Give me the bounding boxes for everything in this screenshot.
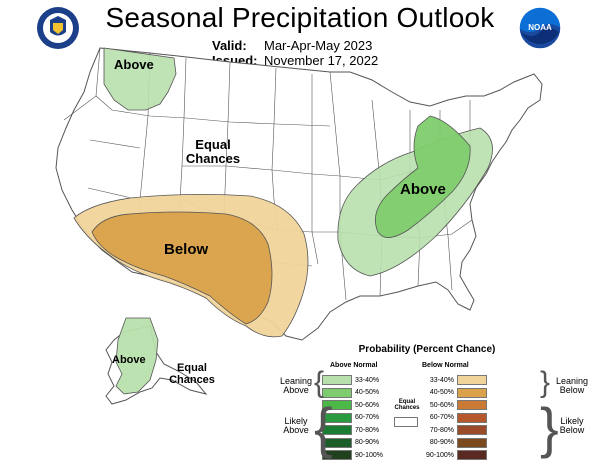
legend-below-swatch [457,437,487,448]
valid-line: Valid: Mar-Apr-May 2023 [212,38,372,53]
legend-below-swatch [457,425,487,435]
legend-above-row: 50-60% [322,400,387,410]
brace-leaning-above: { [314,366,325,399]
below-southwest-40-50 [91,211,273,325]
brace-leaning-below: } [540,366,551,399]
legend-above-swatch [322,387,352,398]
brace-likely-below: } [540,396,559,459]
legend-equal-chances-label: Equal Chances [394,399,420,411]
legend-above-range-label: 70-80% [355,426,380,434]
above-northwest-33-40 [103,47,177,111]
legend-above-swatch [322,450,352,460]
legend-above-row: 70-80% [322,425,387,435]
legend-below-row: 70-80% [422,425,487,435]
legend-below-row: 60-70% [422,412,487,423]
legend-below-swatch [457,375,487,385]
legend-below-range-label: 90-100% [425,451,454,459]
valid-label: Valid: [212,38,247,53]
legend-below-row: 90-100% [422,450,487,460]
legend-above-range-label: 90-100% [355,451,384,459]
noaa-logo-icon: NOAA [518,6,562,50]
legend-below-swatch [457,412,487,423]
label-equal-chances-alaska: Equal Chances [169,362,215,387]
legend-below-range-label: 80-90% [429,439,454,446]
legend-above-swatch [322,437,352,448]
legend-below-range-label: 33-40% [429,376,454,384]
legend-title: Probability (Percent Chance) [358,344,496,355]
label-equal-chances-west: Equal Chances [185,137,241,167]
legend-above-row: 60-70% [322,412,387,423]
legend-above-row: 90-100% [322,450,387,460]
legend-below-range-label: 70-80% [429,426,454,434]
svg-text:NOAA: NOAA [528,23,552,32]
legend-below-header: Below Normal [422,362,469,369]
legend-above-swatch [322,375,352,385]
valid-value: Mar-Apr-May 2023 [264,38,373,53]
legend-below-row: 33-40% [422,375,487,385]
legend-below-range-label: 50-60% [429,401,454,409]
legend-likely-below: Likely Below [559,416,585,436]
legend-above-swatch [322,400,352,410]
probability-legend: Probability (Percent Chance) Above Norma… [318,344,518,462]
legend-above-row: 40-50% [322,387,387,398]
legend-leaning-below: Leaning Below [555,376,589,396]
label-above-alaska: Above [112,354,146,366]
brace-likely-above: { [314,396,333,459]
legend-likely-above: Likely Above [283,416,309,436]
legend-above-range-label: 40-50% [355,389,380,396]
legend-below-row: 40-50% [422,387,487,398]
legend-above-range-label: 33-40% [355,376,380,384]
legend-above-row: 80-90% [322,437,387,448]
legend-below-swatch [457,450,487,460]
legend-below-range-label: 60-70% [429,414,454,421]
legend-above-range-label: 60-70% [355,414,380,421]
legend-above-swatch [322,425,352,435]
legend-above-range-label: 50-60% [355,401,380,409]
legend-equal-chances-swatch [394,417,418,427]
legend-leaning-above: Leaning Above [279,376,313,396]
page-title: Seasonal Precipitation Outlook [105,2,495,33]
issued-value: November 17, 2022 [264,53,379,68]
legend-below-range-label: 40-50% [429,389,454,396]
legend-above-header: Above Normal [330,362,378,369]
label-above-east: Above [400,181,446,198]
legend-below-swatch [457,387,487,398]
legend-below-swatch [457,400,487,410]
legend-above-row: 33-40% [322,375,387,385]
legend-below-row: 50-60% [422,400,487,410]
noaa-dept-commerce-seal-icon [37,7,79,49]
legend-above-swatch [322,412,352,423]
label-above-northwest: Above [114,57,154,72]
label-below-southwest: Below [164,241,209,258]
above-alaska-33-40 [115,317,159,395]
legend-below-row: 80-90% [422,437,487,448]
legend-above-range-label: 80-90% [355,439,380,446]
above-east-40-50 [374,115,471,238]
